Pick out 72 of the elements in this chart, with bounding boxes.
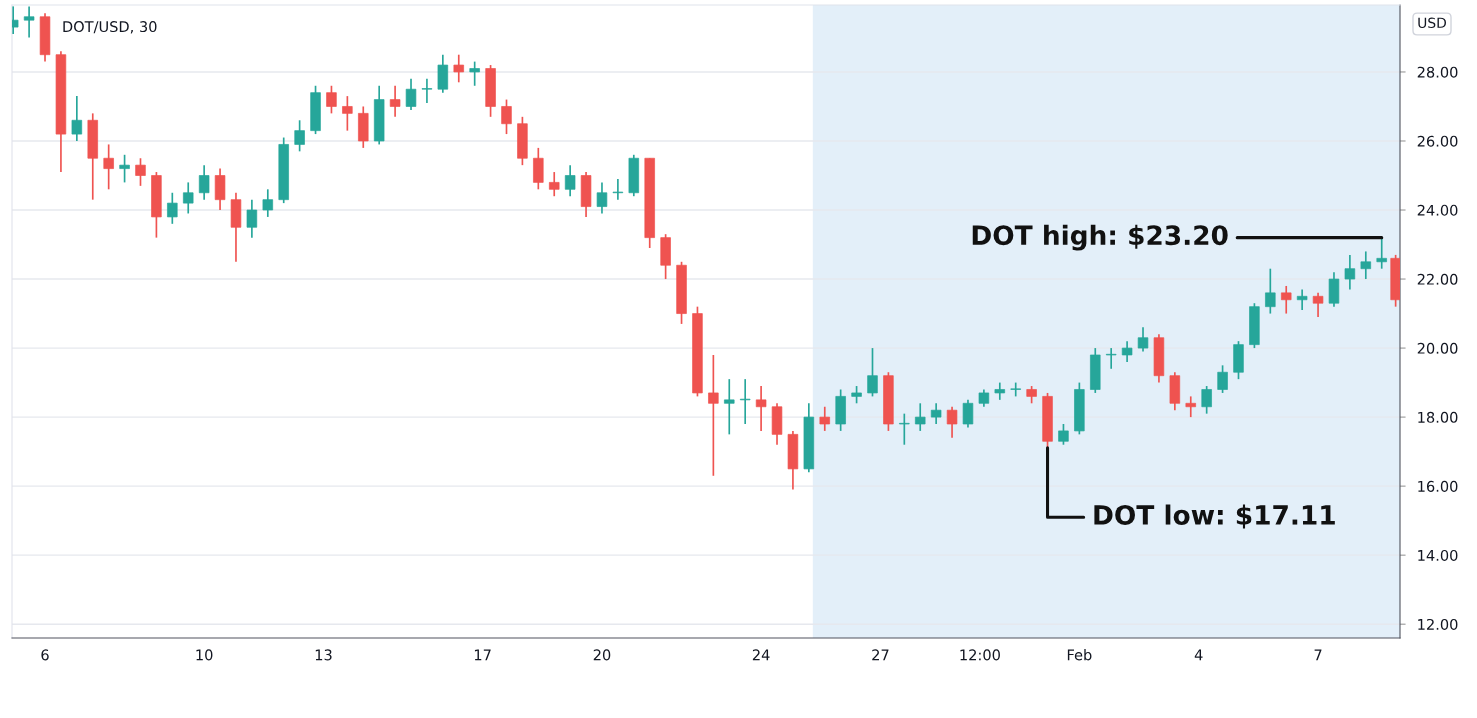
candlestick [1281,285,1292,315]
candlestick [755,385,767,432]
candlestick [1105,347,1117,370]
candlestick [1296,288,1308,311]
x-tick-label: 27 [872,649,889,661]
y-tick-label: 24.00 [1417,204,1458,216]
candlestick [596,181,608,215]
x-tick-label: 10 [196,649,213,661]
y-tick-label: 12.00 [1418,618,1458,630]
y-tick-label: 26.00 [1417,135,1458,147]
candlestick [167,191,178,225]
candlestick [962,399,974,429]
annotation: DOT low: $17.11 [1094,504,1335,529]
candlestick [1217,364,1228,394]
y-tick-label: 18.00 [1418,411,1458,423]
candlestick [103,143,114,191]
candlestick [469,60,480,87]
y-tick-label: 20.00 [1417,342,1458,354]
x-tick-label: 6 [41,649,49,661]
y-tick-label: 14.00 [1418,549,1458,561]
candlestick [1121,340,1133,363]
candlestick [405,78,417,111]
x-tick-label: 17 [474,649,491,661]
candlestick [1058,423,1069,446]
candlestick [326,84,337,115]
candlestick [899,412,910,446]
candlestick [612,178,624,201]
candlestick [119,153,130,184]
x-tick-label: 7 [1314,649,1322,661]
candlestick [930,402,942,425]
candlestick [262,188,274,218]
candlestick [1265,267,1276,315]
y-axis-title: USD [1418,17,1447,29]
candlestick [1201,385,1212,415]
x-tick-label: 13 [315,649,332,661]
candlestick [724,378,735,436]
candlestick [915,402,926,432]
candlestick [1010,381,1021,398]
candlestick [549,171,560,198]
candlestick [1344,254,1356,291]
candlestick [135,157,146,187]
candlestick [198,164,210,201]
candlestick [389,84,401,118]
x-tick-label: 4 [1194,649,1203,661]
candlestick [867,347,878,398]
candlestick [564,164,576,198]
candlestick [294,119,305,153]
annotation: DOT high: $23.20 [972,224,1228,251]
candlestick [453,53,464,84]
candlestick [183,181,194,215]
y-tick-label: 28.00 [1417,66,1458,78]
candlestick [421,78,433,104]
candlestick [23,5,35,39]
candlestick [71,95,83,142]
x-tick-label: 12:00 [960,649,1000,661]
candlestick [1185,395,1196,418]
candlestick [342,95,353,132]
y-tick-label: 16.00 [1418,480,1458,492]
candlestick [246,198,258,239]
candlestick [1376,236,1387,270]
candlestick [708,354,719,477]
candlestick [1360,250,1372,280]
x-tick-label: Feb [1067,649,1092,661]
y-tick-label: 22.00 [1417,273,1458,285]
candlestick [501,98,512,135]
x-tick-label: 24 [752,649,770,661]
candlestick [946,405,958,439]
x-tick-label: 20 [593,649,611,661]
candlestick [1312,292,1324,318]
candlestick [1137,326,1149,353]
candlestick [819,405,830,432]
text: DOT/USD, 30 [63,21,157,34]
